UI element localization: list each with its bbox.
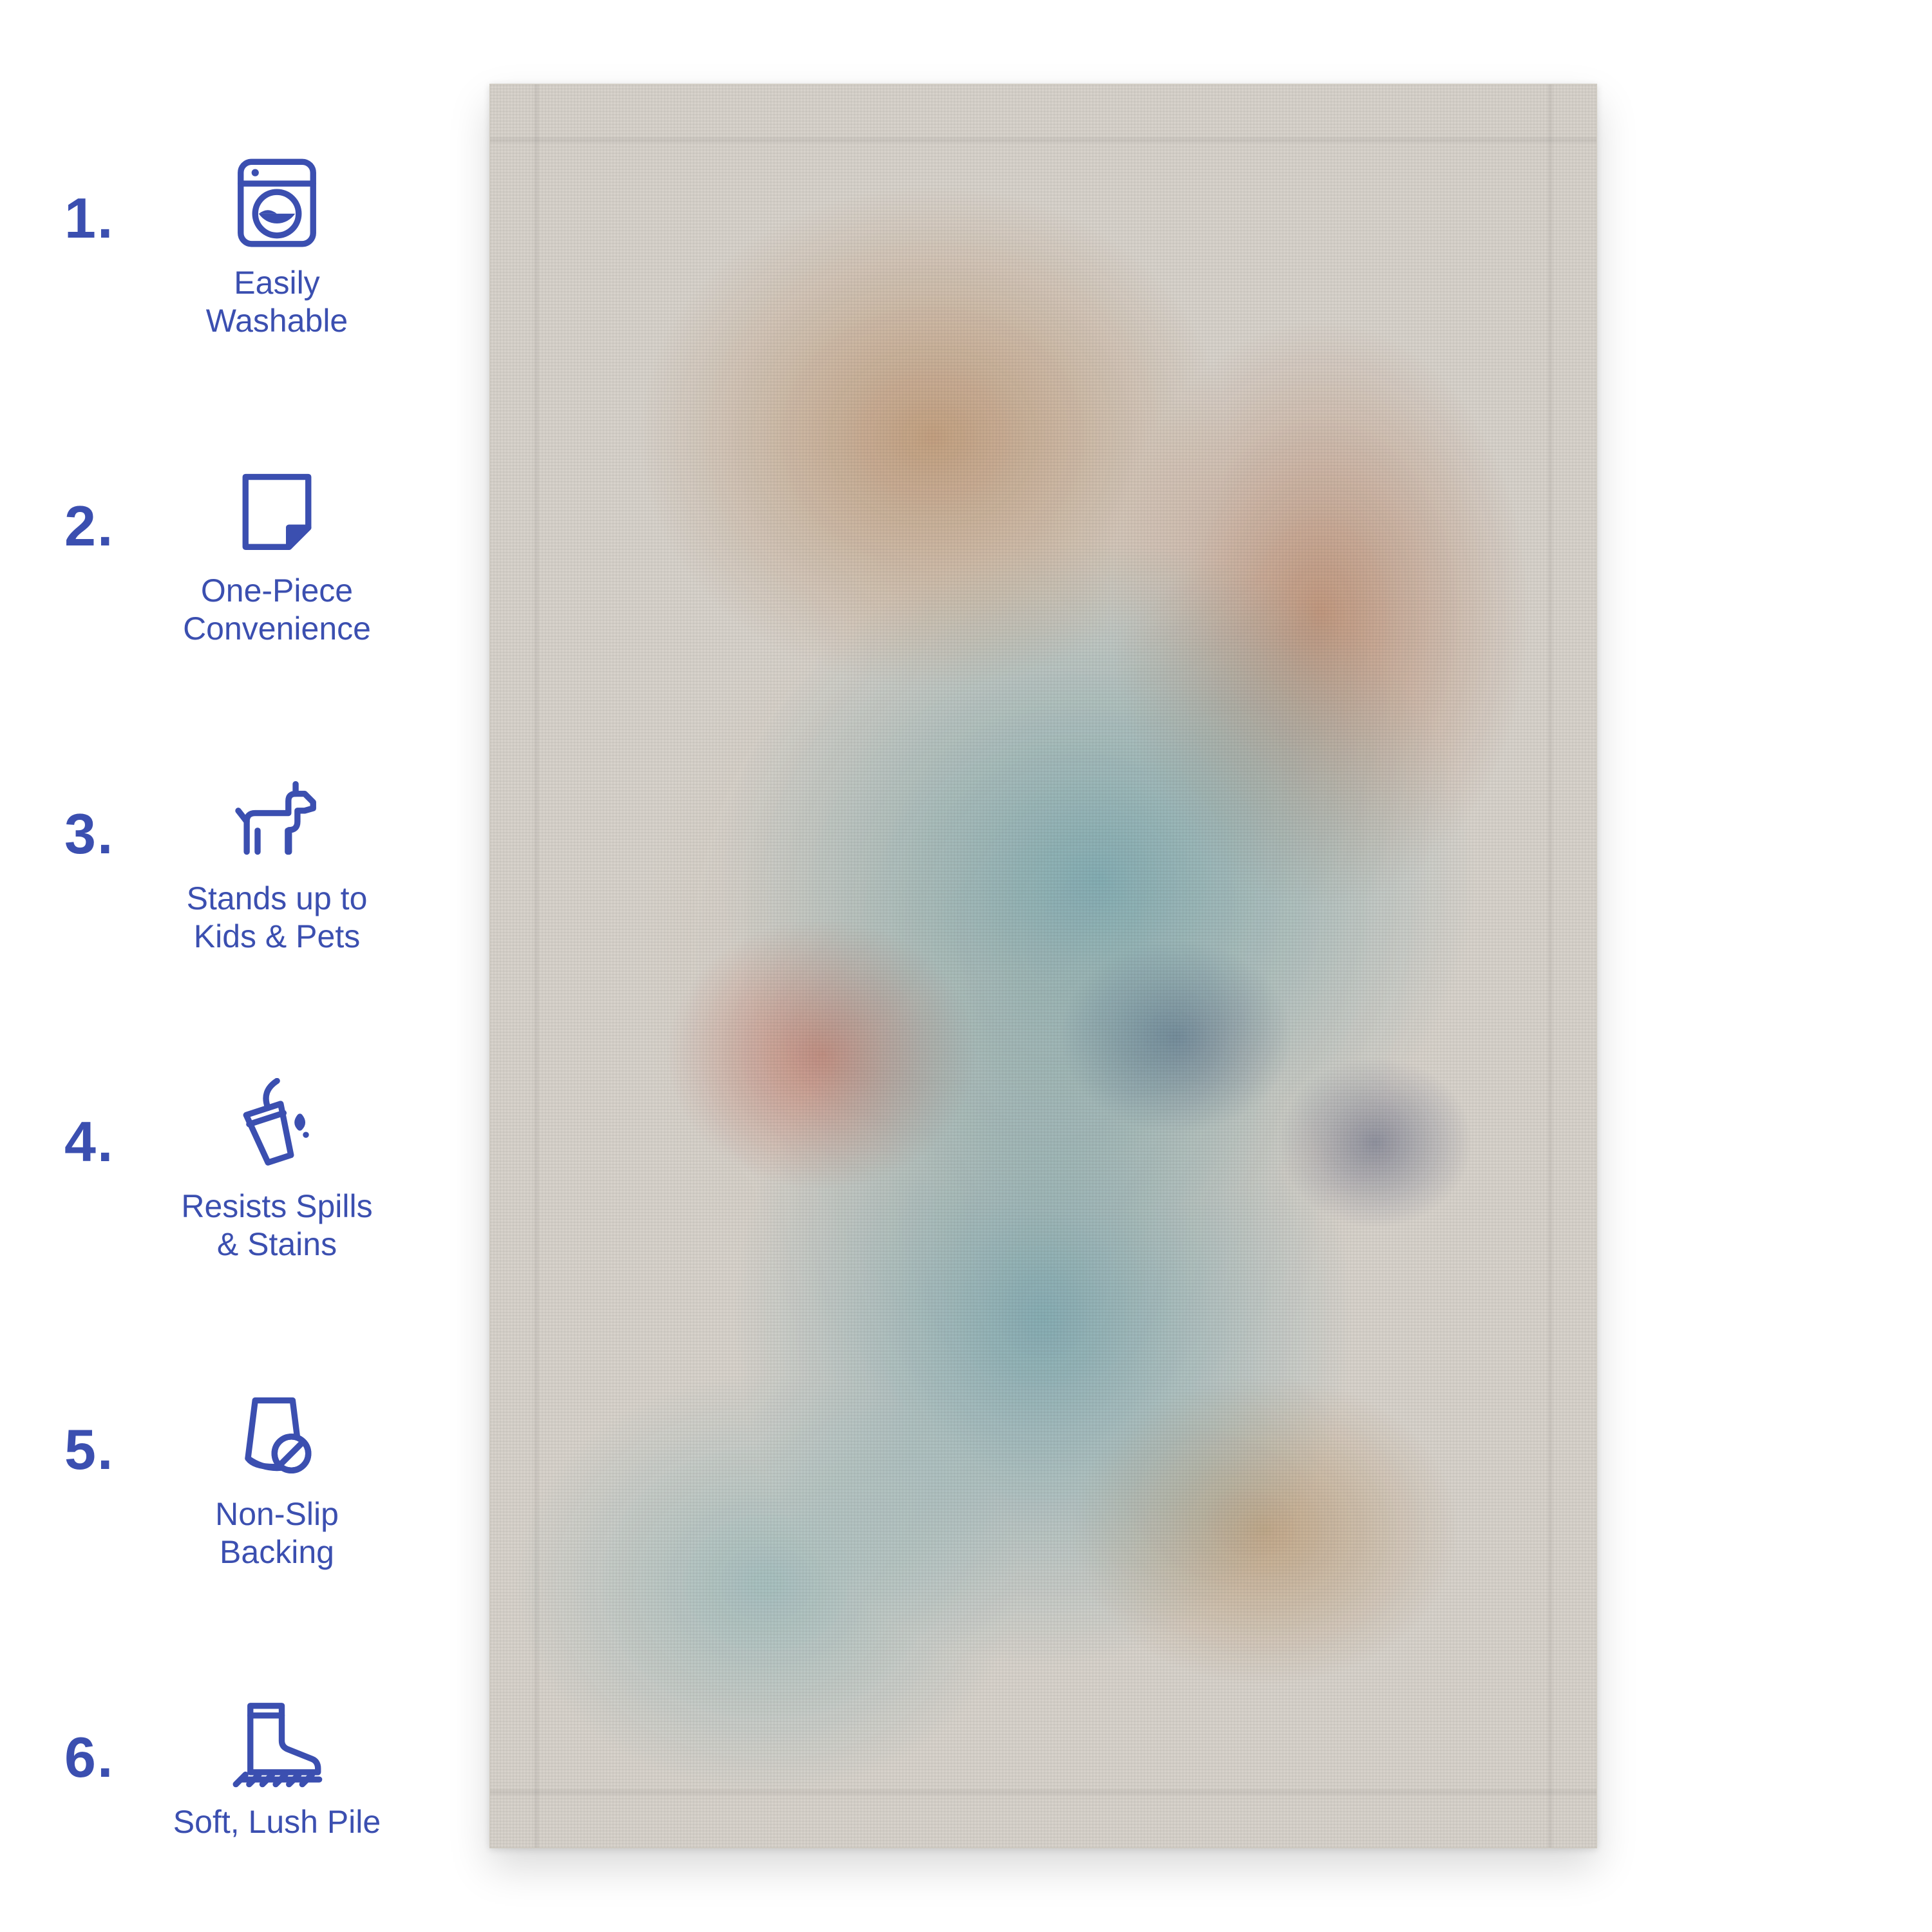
rug-image — [489, 84, 1597, 1848]
feature-item-5: 5. Non-Slip Backing — [64, 1386, 425, 1571]
feature-label: Soft, Lush Pile — [173, 1803, 381, 1841]
feature-number: 3. — [64, 801, 135, 867]
feature-item-3: 3. Stands up to Kids & Pets — [64, 770, 425, 956]
washer-icon — [229, 155, 325, 251]
feature-body: Resists Spills & Stains — [161, 1078, 393, 1264]
feature-number: 6. — [64, 1725, 135, 1790]
cup-icon — [229, 1078, 325, 1175]
feature-body: One-Piece Convenience — [161, 462, 393, 648]
feature-body: Stands up to Kids & Pets — [161, 770, 393, 956]
boot-icon — [229, 1694, 325, 1790]
feature-label: Easily Washable — [206, 264, 348, 340]
dog-icon — [229, 770, 325, 867]
feature-label: Stands up to Kids & Pets — [187, 880, 368, 956]
nonslip-icon — [229, 1386, 325, 1482]
feature-body: Easily Washable — [161, 155, 393, 340]
sheet-icon — [229, 462, 325, 559]
feature-number: 4. — [64, 1109, 135, 1175]
feature-number: 5. — [64, 1417, 135, 1482]
feature-item-1: 1. Easily Washable — [64, 155, 425, 340]
feature-body: Soft, Lush Pile — [161, 1694, 393, 1841]
feature-label: One-Piece Convenience — [183, 572, 371, 648]
feature-body: Non-Slip Backing — [161, 1386, 393, 1571]
feature-label: Non-Slip Backing — [215, 1495, 339, 1571]
feature-item-4: 4. Resists Spills & Stains — [64, 1078, 425, 1264]
feature-number: 2. — [64, 493, 135, 559]
feature-item-2: 2. One-Piece Convenience — [64, 462, 425, 648]
features-list: 1. Easily Washable 2. — [64, 155, 425, 1841]
feature-label: Resists Spills & Stains — [181, 1188, 372, 1264]
feature-item-6: 6. Soft, Lush Pile — [64, 1694, 425, 1841]
feature-number: 1. — [64, 185, 135, 251]
